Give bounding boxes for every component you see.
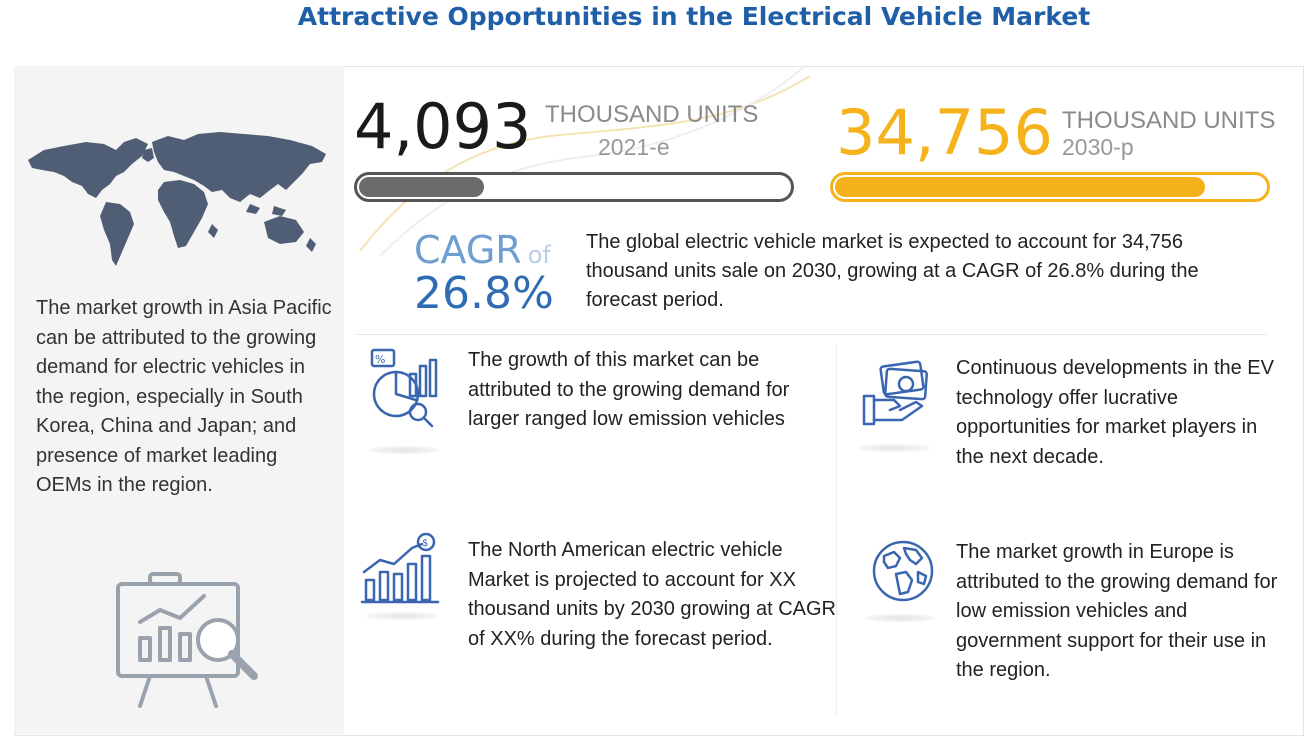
icon-shadow <box>864 614 936 622</box>
progress-bar-2021 <box>354 172 794 202</box>
cagr-label: CAGR of <box>414 228 551 272</box>
unit-2021: THOUSAND UNITS <box>545 101 759 128</box>
unit-2030: THOUSAND UNITS <box>1062 107 1276 134</box>
icon-shadow <box>858 444 930 452</box>
growth-bar-chart-icon: $ <box>360 532 440 604</box>
progress-fill-2021 <box>359 177 484 197</box>
value-2030: 34,756 <box>836 96 1053 169</box>
year-2030: 2030-p <box>1062 134 1134 160</box>
progress-bar-2030 <box>830 172 1270 202</box>
money-hand-icon <box>862 360 928 426</box>
icon-shadow <box>368 446 440 454</box>
world-map-icon <box>28 132 326 266</box>
insight-1-text: The growth of this market can be attribu… <box>468 349 790 430</box>
insight-4-text: The market growth in Europe is attribute… <box>956 541 1278 681</box>
analytics-chart-icon: % <box>370 348 438 428</box>
insight-2-text: The North American electric vehicle Mark… <box>468 539 836 650</box>
insight-3-text: Continuous developments in the EV techno… <box>956 357 1274 468</box>
globe-icon <box>872 540 934 602</box>
cagr-text: CAGR <box>414 228 522 272</box>
analytics-easel-icon <box>116 572 258 708</box>
page-title: Attractive Opportunities in the Electric… <box>297 2 1091 31</box>
vertical-divider <box>836 346 837 716</box>
icon-shadow <box>366 612 438 620</box>
cagr-value: 26.8% <box>414 268 554 319</box>
progress-fill-2030 <box>835 177 1205 197</box>
asia-pacific-description: The market growth in Asia Pacific can be… <box>36 297 332 496</box>
svg-text:$: $ <box>422 538 428 549</box>
cagr-description: The global electric vehicle market is ex… <box>586 231 1199 311</box>
value-2021: 4,093 <box>354 90 532 163</box>
horizontal-divider <box>356 334 1266 335</box>
cagr-of: of <box>527 241 551 269</box>
year-2021: 2021-e <box>598 134 670 160</box>
svg-text:%: % <box>375 353 385 366</box>
